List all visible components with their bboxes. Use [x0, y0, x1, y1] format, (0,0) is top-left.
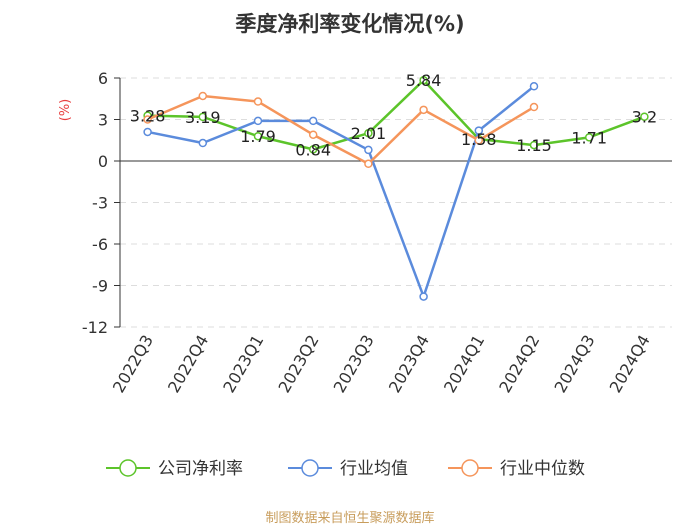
- data-point[interactable]: [308, 116, 318, 126]
- data-label: 0.84: [295, 140, 331, 159]
- legend-swatch-marker: [301, 459, 319, 477]
- data-label: 5.84: [406, 71, 442, 90]
- data-point[interactable]: [419, 105, 428, 115]
- data-source-note: 制图数据来自恒生聚源数据库: [265, 511, 435, 526]
- x-tick-label: 2022Q3: [109, 332, 157, 396]
- data-point[interactable]: [143, 127, 152, 137]
- x-tick-label: 2024Q2: [495, 332, 543, 396]
- x-tick-label: 2023Q1: [219, 332, 267, 396]
- chart-title: 季度净利率变化情况(%): [235, 12, 465, 36]
- legend-swatch-marker: [119, 459, 137, 477]
- x-tick-label: 2024Q4: [606, 332, 654, 396]
- data-point[interactable]: [529, 102, 539, 112]
- x-tick-label: 2024Q1: [440, 332, 488, 396]
- data-point[interactable]: [253, 97, 263, 106]
- legend-entry[interactable]: 公司净利率: [158, 459, 243, 479]
- series-line-1: [147, 85, 535, 298]
- data-label: 1.71: [571, 128, 607, 147]
- data-point[interactable]: [364, 145, 373, 155]
- x-tick-label: 2024Q3: [550, 332, 598, 396]
- data-point[interactable]: [198, 91, 208, 101]
- data-point[interactable]: [198, 138, 208, 148]
- series-lines: [143, 75, 649, 301]
- series-line-0: [147, 78, 645, 151]
- x-tick-label: 2023Q3: [330, 332, 378, 396]
- data-point[interactable]: [640, 112, 649, 121]
- data-point[interactable]: [364, 128, 373, 138]
- legend: 公司净利率 行业均值 行业中位数: [106, 459, 585, 479]
- data-point[interactable]: [253, 116, 263, 126]
- data-point[interactable]: [364, 159, 373, 169]
- legend-entry[interactable]: 行业均值: [340, 459, 408, 479]
- data-label: 3.2: [632, 108, 657, 127]
- x-tick-label: 2023Q4: [385, 332, 433, 396]
- data-label: 1.79: [240, 127, 276, 146]
- data-label: 2.01: [351, 124, 387, 143]
- legend-entry[interactable]: 行业中位数: [500, 459, 585, 479]
- data-point[interactable]: [419, 75, 428, 85]
- data-point[interactable]: [143, 115, 152, 124]
- y-tick-label: 3: [98, 111, 108, 130]
- data-point[interactable]: [308, 130, 318, 139]
- data-label: 1.15: [516, 136, 552, 155]
- data-point[interactable]: [308, 145, 318, 154]
- y-tick-label: 6: [98, 69, 108, 88]
- y-tick-label: -12: [82, 318, 108, 337]
- data-point[interactable]: [419, 292, 428, 301]
- x-tick-label: 2022Q4: [164, 332, 212, 396]
- y-tick-label: -6: [92, 235, 108, 254]
- y-tick-label: -9: [92, 277, 108, 296]
- data-label: 1.58: [461, 130, 497, 149]
- data-point[interactable]: [584, 133, 594, 142]
- data-point[interactable]: [198, 112, 208, 122]
- y-tick-label: 0: [98, 152, 108, 171]
- y-axis-label: (%): [58, 99, 73, 122]
- legend-swatch-marker: [461, 459, 479, 477]
- data-point[interactable]: [253, 131, 263, 141]
- data-label: 3.28: [130, 107, 166, 126]
- y-tick-label: -3: [92, 194, 108, 213]
- data-point[interactable]: [474, 126, 484, 135]
- series-line-2: [147, 94, 535, 166]
- data-point[interactable]: [529, 82, 539, 91]
- data-point[interactable]: [529, 140, 539, 150]
- x-tick-label: 2023Q2: [274, 332, 322, 396]
- data-point[interactable]: [474, 136, 484, 145]
- data-label: 3.19: [185, 108, 221, 127]
- data-labels: 3.28 3.19 1.79 0.84 2.01 5.84 1.58 1.15 1.71 3.2: [130, 71, 657, 159]
